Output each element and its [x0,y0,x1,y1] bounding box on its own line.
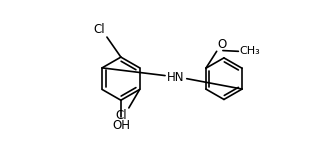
Text: Cl: Cl [94,22,105,35]
Text: OH: OH [112,119,130,132]
Text: CH₃: CH₃ [239,46,260,56]
Text: Cl: Cl [116,109,127,122]
Text: HN: HN [167,71,185,84]
Text: O: O [217,38,227,51]
